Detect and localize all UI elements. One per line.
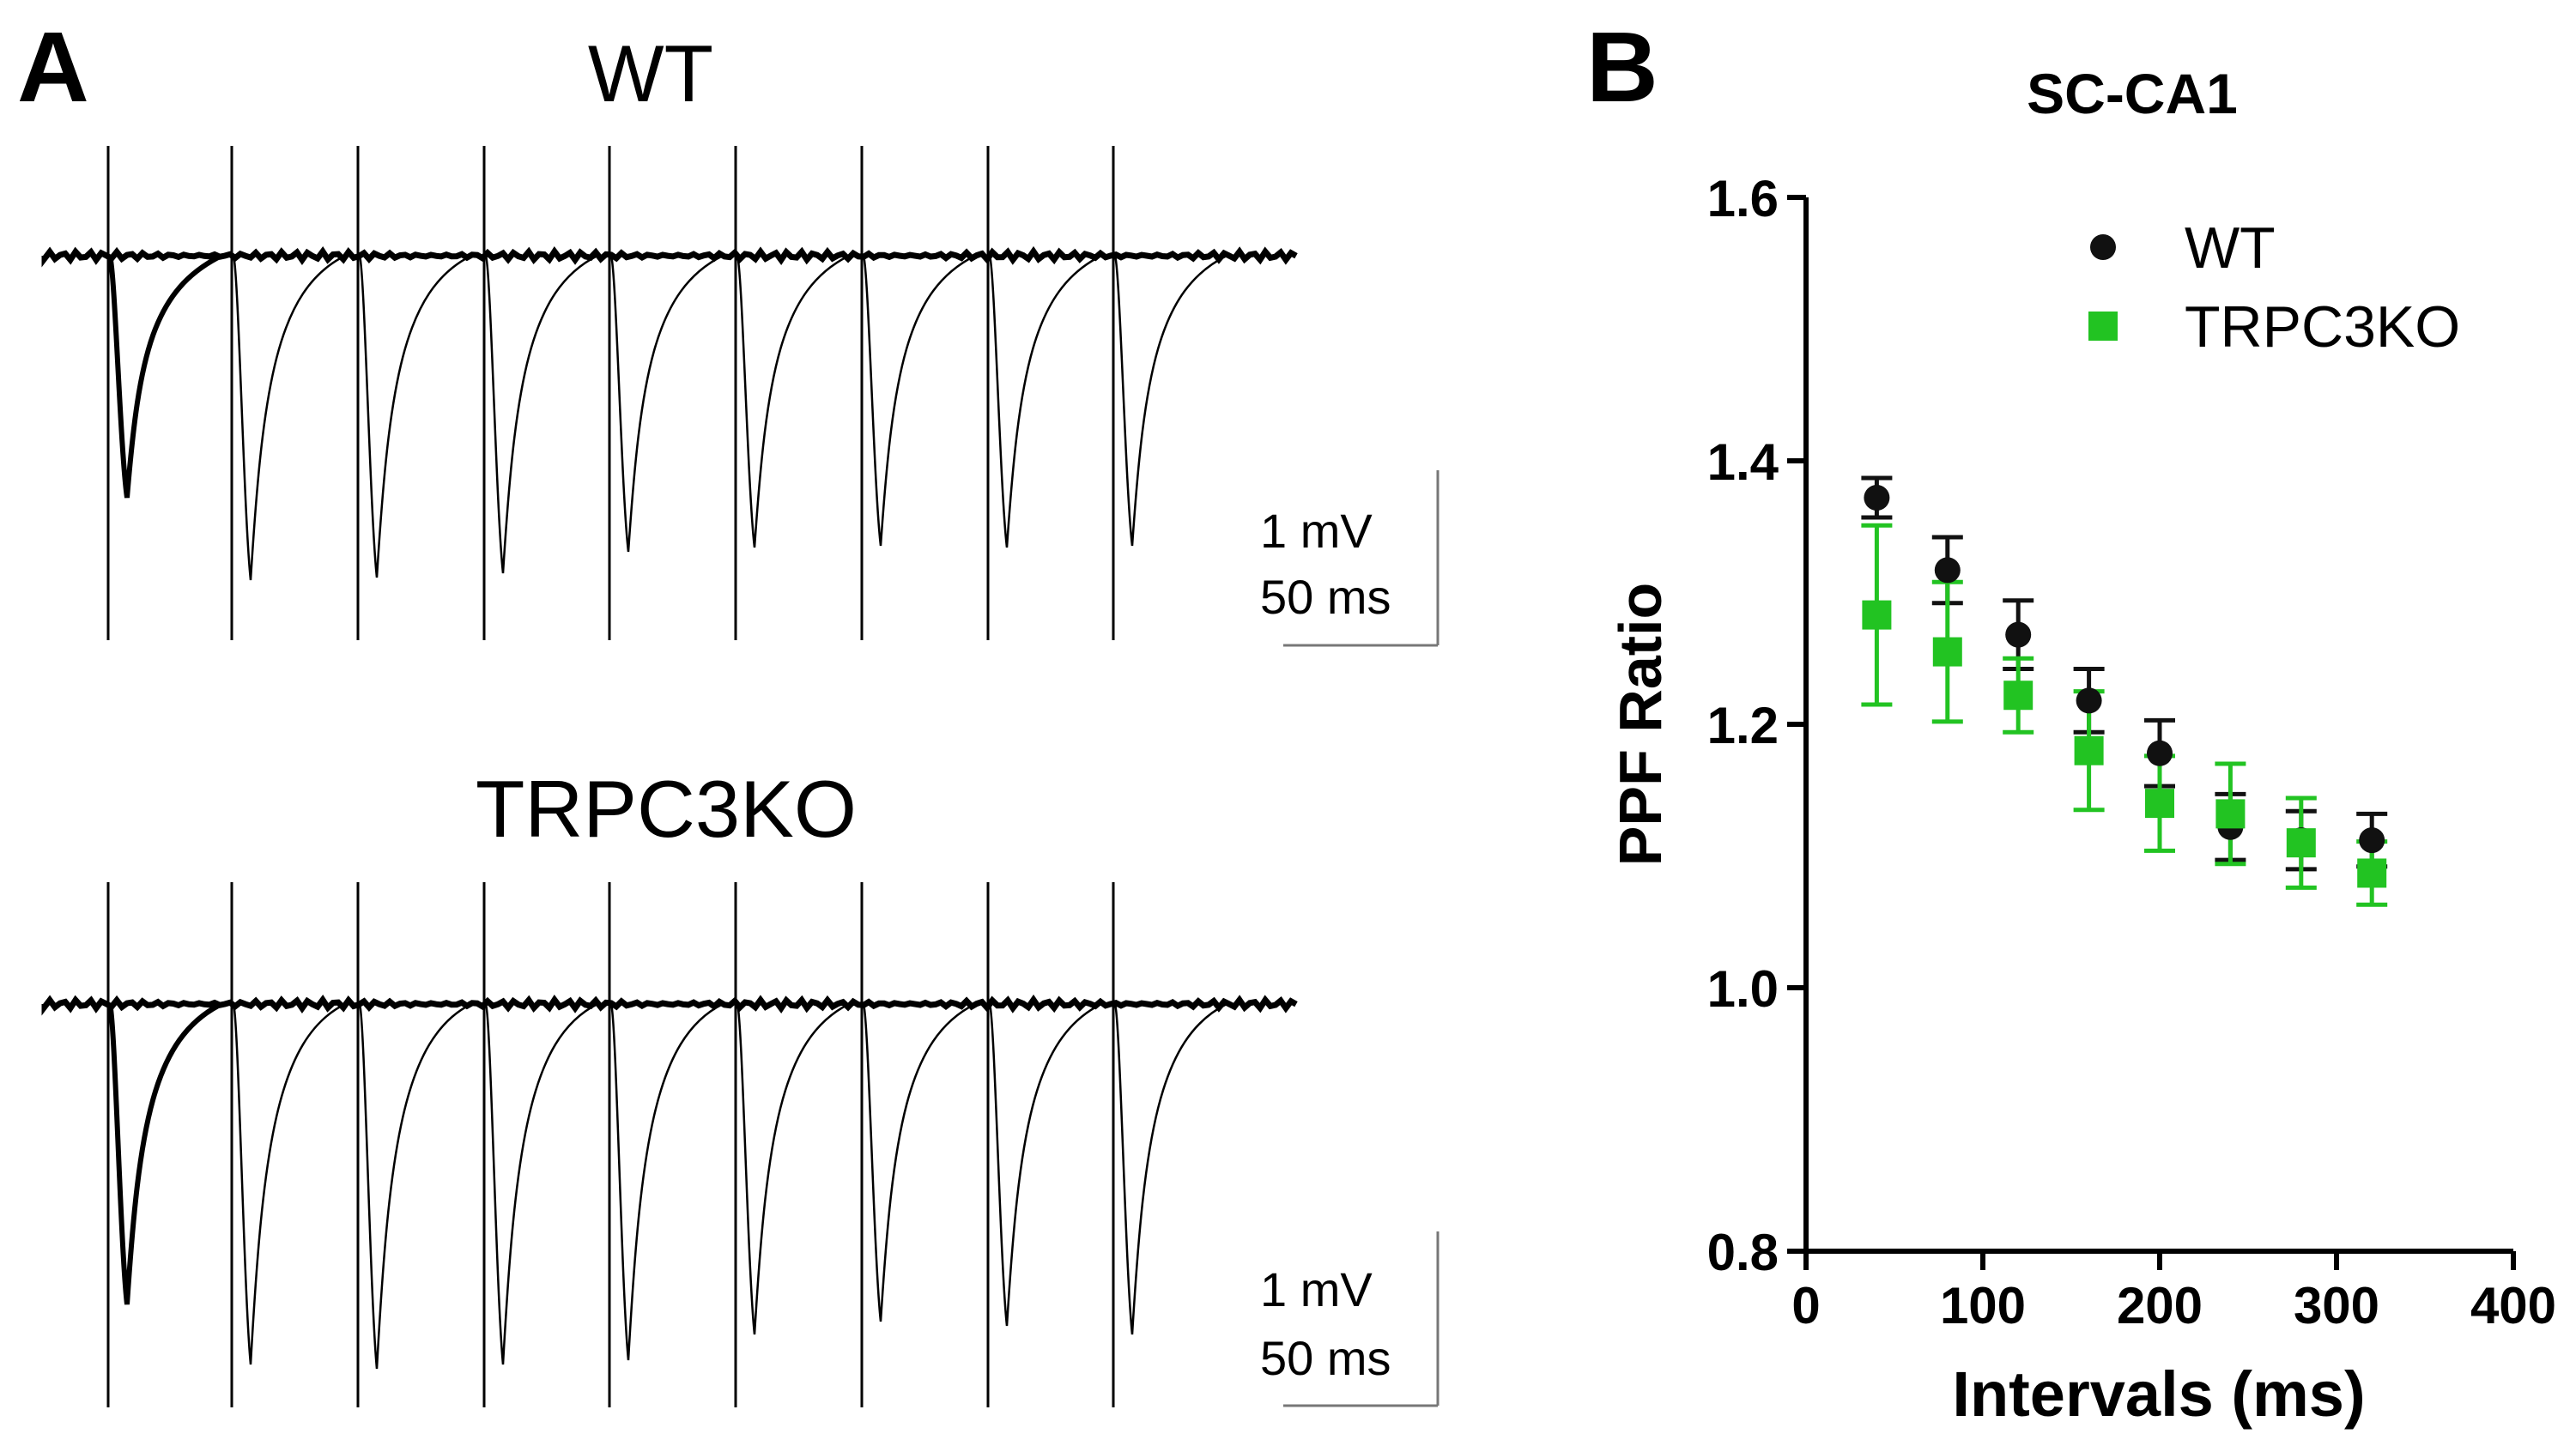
x-tick-label: 200 <box>2117 1277 2203 1334</box>
legend-ko-marker <box>2088 312 2118 341</box>
x-tick-label: 0 <box>1791 1277 1820 1334</box>
legend: WT TRPC3KO <box>2088 215 2460 360</box>
panel-b-letter: B <box>1586 11 1658 123</box>
epsp-response <box>358 254 472 578</box>
ko-point <box>1862 600 1892 630</box>
wt-point <box>2147 740 2173 766</box>
trace-baseline <box>41 245 1298 268</box>
epsp-response <box>988 254 1102 548</box>
ko-point <box>2286 828 2316 858</box>
ko-trace <box>41 882 1298 1407</box>
chart-title: SC-CA1 <box>2027 62 2238 125</box>
epsp-response <box>862 1002 976 1322</box>
ppf-chart: 0.81.01.21.41.6 0 100 200 300 400 PPF Ratio … <box>1607 170 2556 1430</box>
epsp-response <box>358 1002 472 1370</box>
ko-point <box>2145 789 2174 819</box>
epsp-response <box>1113 1002 1227 1335</box>
y-axis-label: PPF Ratio <box>1607 583 1674 867</box>
ko-point <box>2074 735 2104 765</box>
legend-label: TRPC3KO <box>2185 294 2460 360</box>
ko-point <box>2003 681 2034 711</box>
epsp-response <box>609 254 724 553</box>
epsp-response <box>232 1002 346 1365</box>
epsp-response <box>862 254 976 547</box>
wt-scalebar-time: 50 ms <box>1260 570 1391 624</box>
ko-point <box>1932 637 1962 667</box>
epsp-response <box>736 1002 850 1335</box>
epsp-response <box>1113 254 1227 547</box>
x-tick-label: 300 <box>2294 1277 2379 1334</box>
ko-scalebar-time: 50 ms <box>1260 1331 1391 1385</box>
epsp-response <box>484 1002 598 1365</box>
ko-scalebar-amplitude: 1 mV <box>1260 1262 1373 1316</box>
epsp-response <box>609 1002 724 1361</box>
ko-trace-title: TRPC3KO <box>476 764 857 854</box>
x-ticks: 0 100 200 300 400 <box>1791 1251 2556 1334</box>
wt-point <box>2359 827 2385 854</box>
epsp-response <box>988 1002 1102 1327</box>
epsp-response <box>232 254 346 581</box>
trace-baseline <box>41 994 1298 1016</box>
legend-label: WT <box>2185 215 2276 281</box>
wt-point <box>1864 484 1890 511</box>
wt-scalebar: 1 mV 50 ms <box>1260 470 1440 647</box>
wt-trace <box>41 146 1298 640</box>
legend-wt-marker <box>2090 234 2116 260</box>
y-tick-label: 1.2 <box>1707 697 1779 754</box>
wt-point <box>2005 621 2032 648</box>
y-tick-label: 1.4 <box>1707 433 1779 491</box>
x-tick-label: 400 <box>2470 1277 2556 1334</box>
y-tick-label: 0.8 <box>1707 1224 1779 1281</box>
y-ticks: 0.8 1.0 1.2 1.4 1.6 <box>1707 170 1806 1281</box>
y-tick-label: 1.0 <box>1707 960 1779 1018</box>
panel-a-letter: A <box>17 11 89 123</box>
epsp-response <box>736 254 850 548</box>
y-tick-label: 1.6 <box>1707 170 1779 227</box>
ko-point <box>2215 799 2246 829</box>
epsp-response <box>484 254 598 574</box>
wt-trace-title: WT <box>588 28 713 118</box>
wt-point <box>2076 687 2102 714</box>
ko-scalebar: 1 mV 50 ms <box>1260 1231 1440 1407</box>
epsp-response <box>107 253 223 499</box>
wt-point <box>1934 557 1961 584</box>
data-points <box>1861 475 2388 907</box>
epsp-response <box>107 1001 223 1305</box>
x-tick-label: 100 <box>1940 1277 2026 1334</box>
x-axis-label: Intervals (ms) <box>1952 1358 2365 1430</box>
ko-point <box>2357 858 2387 888</box>
wt-scalebar-amplitude: 1 mV <box>1260 504 1373 558</box>
